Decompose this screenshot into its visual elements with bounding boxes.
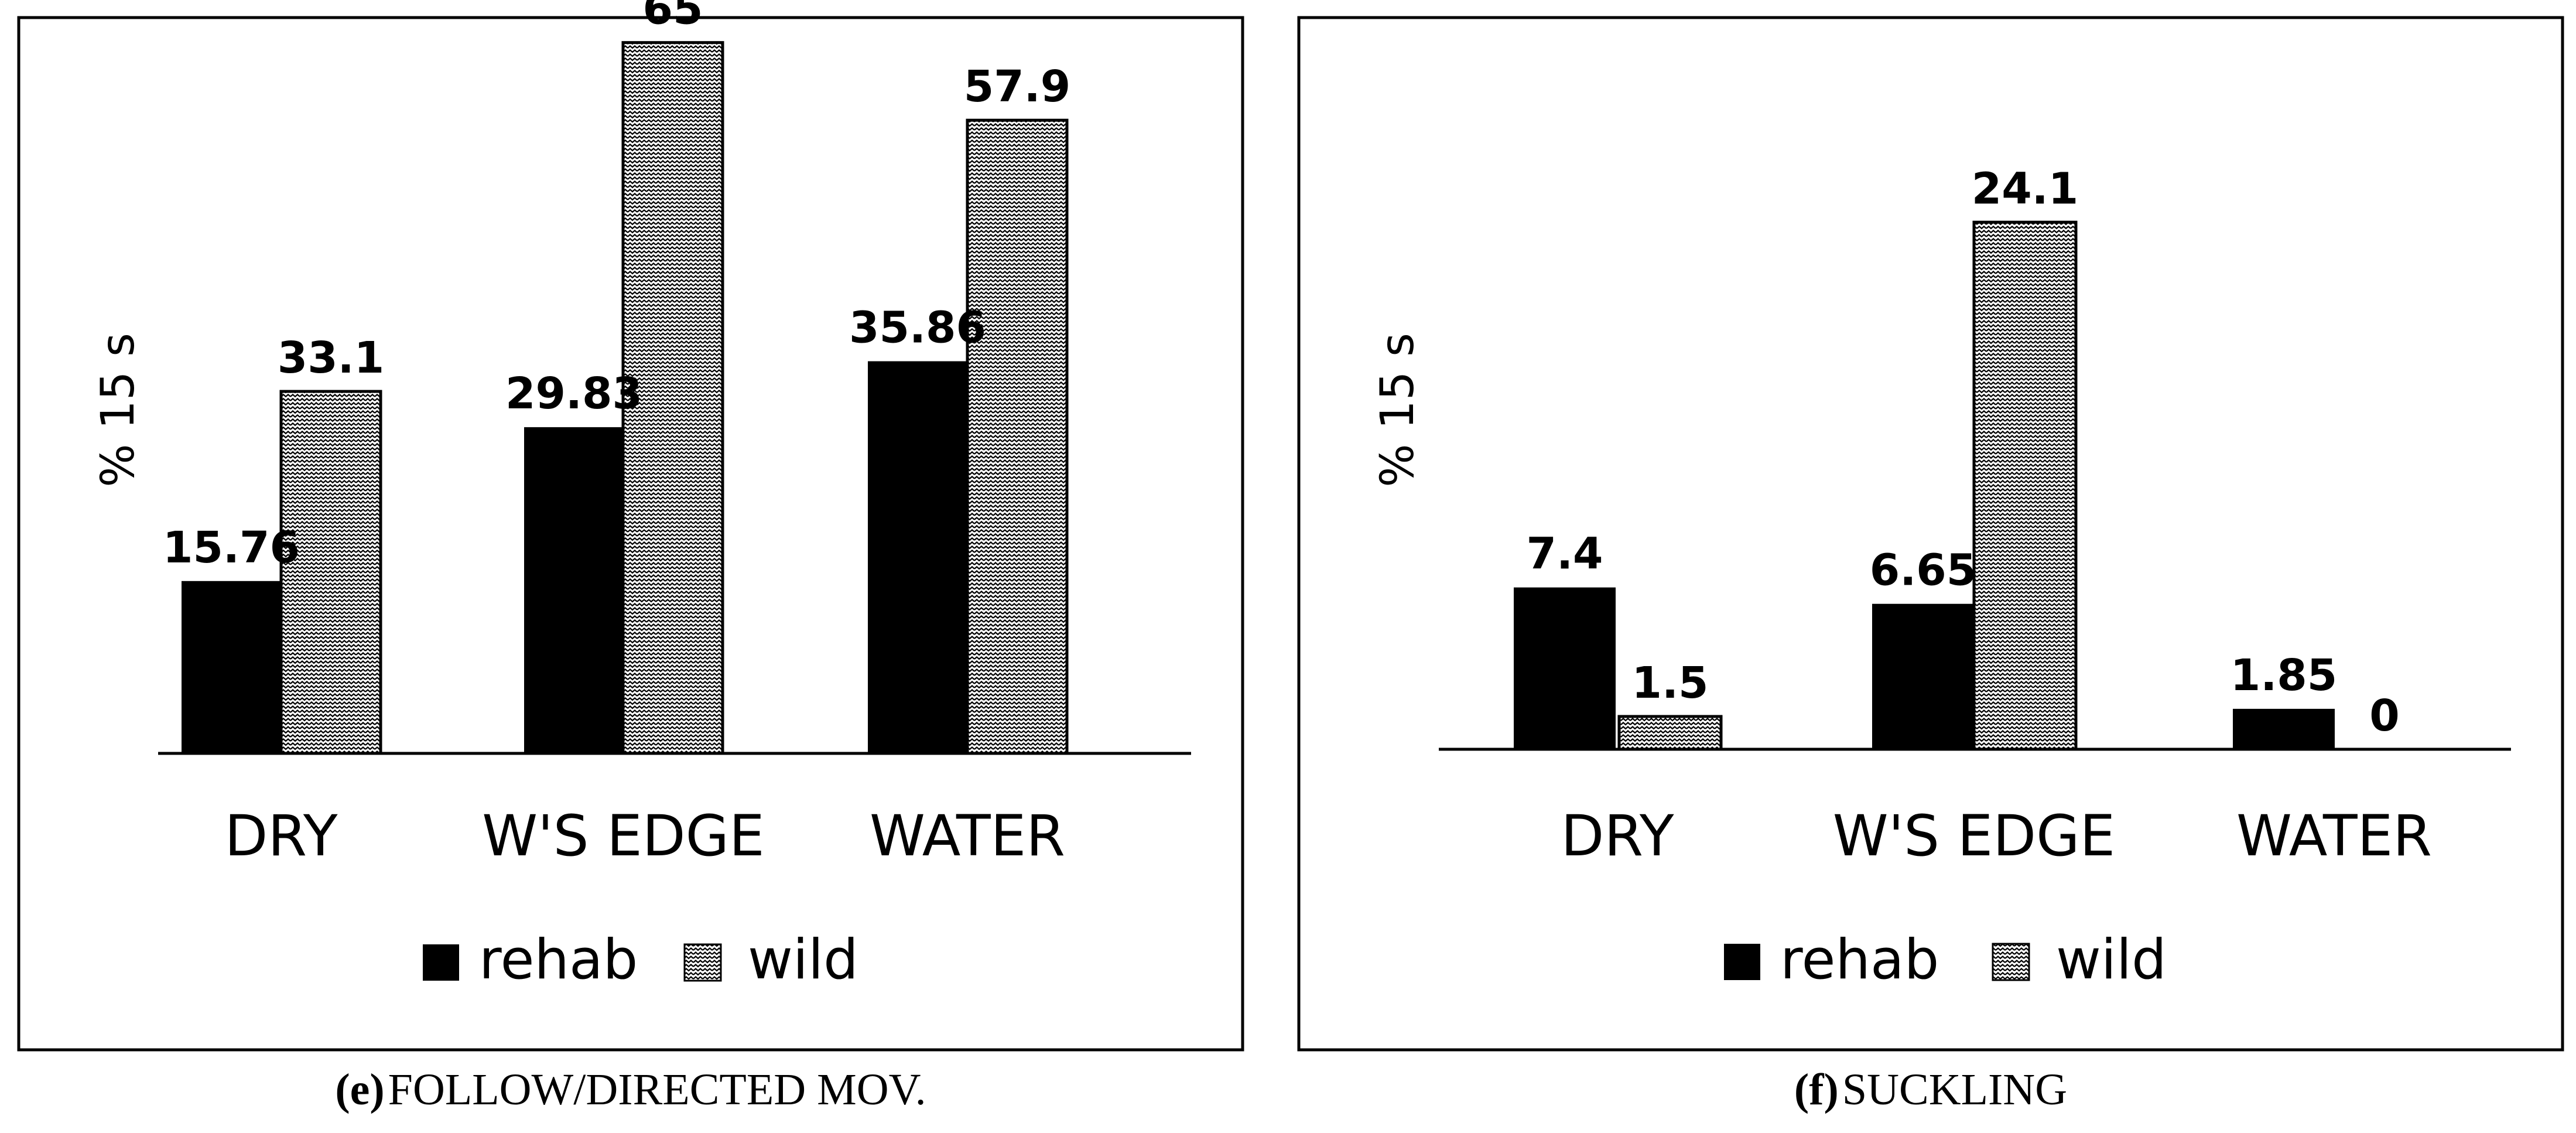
category-label-2: WATER	[2236, 803, 2432, 869]
bar-wild-1	[1972, 220, 2078, 751]
value-label-wild-1: 24.1	[1972, 163, 2079, 214]
caption-e: (e)FOLLOW/DIRECTED MOV.	[335, 1065, 926, 1114]
legend-label-wild: wild	[748, 928, 858, 992]
legend-swatch-rehab	[423, 944, 459, 981]
bar-rehab-2	[868, 361, 967, 753]
bar-wild-1	[621, 41, 724, 755]
bar-wild-0	[279, 390, 382, 755]
value-label-rehab-0: 7.4	[1526, 529, 1603, 579]
caption-text-e: FOLLOW/DIRECTED MOV.	[388, 1065, 926, 1114]
panel-letter-f: (f)	[1794, 1065, 1839, 1114]
chart-panel-e: % 15 s 15.76 33.1 29.83 65 35.86 57.9 DRY W'S …	[17, 0, 1244, 1052]
caption-f: (f)SUCKLING	[1794, 1065, 2067, 1114]
bar-wild-0	[1617, 715, 1723, 751]
category-label-2: WATER	[870, 803, 1065, 869]
bar-rehab-1	[524, 427, 624, 753]
legend-swatch-wild	[683, 943, 722, 982]
category-labels: DRY W'S EDGE WATER	[224, 803, 1065, 869]
value-labels: 7.4 1.5 6.65 24.1 1.85 0	[1526, 163, 2399, 741]
category-label-0: DRY	[1561, 803, 1674, 869]
value-label-rehab-2: 1.85	[2231, 650, 2338, 701]
legend-label-rehab: rehab	[1780, 928, 1939, 992]
value-label-rehab-2: 35.86	[849, 303, 986, 353]
chart-frame	[1297, 16, 2564, 1052]
y-axis-label: % 15 s	[1371, 333, 1424, 487]
value-label-wild-2: 57.9	[964, 62, 1071, 112]
y-axis-label: % 15 s	[92, 333, 145, 487]
legend-label-wild: wild	[2056, 928, 2167, 992]
value-label-wild-2: 0	[2369, 691, 2400, 741]
bar-rehab-0	[182, 581, 281, 753]
value-labels: 15.76 33.1 29.83 65 35.86 57.9	[163, 0, 1070, 573]
value-label-rehab-1: 29.83	[505, 368, 642, 419]
caption-text-f: SUCKLING	[1842, 1065, 2067, 1114]
value-label-wild-0: 33.1	[278, 333, 385, 383]
chart-panel-f: % 15 s 7.4 1.5 6.65 24.1 1.85 0 DRY W'S EDGE WA…	[1297, 16, 2564, 1052]
bars	[182, 41, 1069, 755]
legend-swatch-wild	[1992, 943, 2030, 981]
bar-rehab-2	[2233, 708, 2335, 749]
category-label-1: W'S EDGE	[1833, 803, 2115, 869]
legend-swatch-rehab	[1724, 944, 1760, 980]
value-label-rehab-0: 15.76	[163, 523, 300, 573]
legend: rehab wild	[423, 928, 858, 992]
category-label-1: W'S EDGE	[482, 803, 764, 869]
legend: rehab wild	[1724, 928, 2167, 992]
chart-frame	[17, 16, 1244, 1052]
bars	[1514, 220, 2335, 751]
category-label-0: DRY	[224, 803, 337, 869]
bar-wild-2	[966, 118, 1069, 755]
category-labels: DRY W'S EDGE WATER	[1561, 803, 2432, 869]
value-label-wild-1: 65	[643, 0, 703, 35]
bar-rehab-0	[1514, 587, 1616, 749]
value-label-rehab-1: 6.65	[1870, 545, 1977, 596]
bar-rehab-1	[1872, 603, 1974, 749]
legend-label-rehab: rehab	[479, 928, 638, 992]
panel-letter-e: (e)	[335, 1065, 384, 1114]
value-label-wild-0: 1.5	[1631, 658, 1708, 708]
